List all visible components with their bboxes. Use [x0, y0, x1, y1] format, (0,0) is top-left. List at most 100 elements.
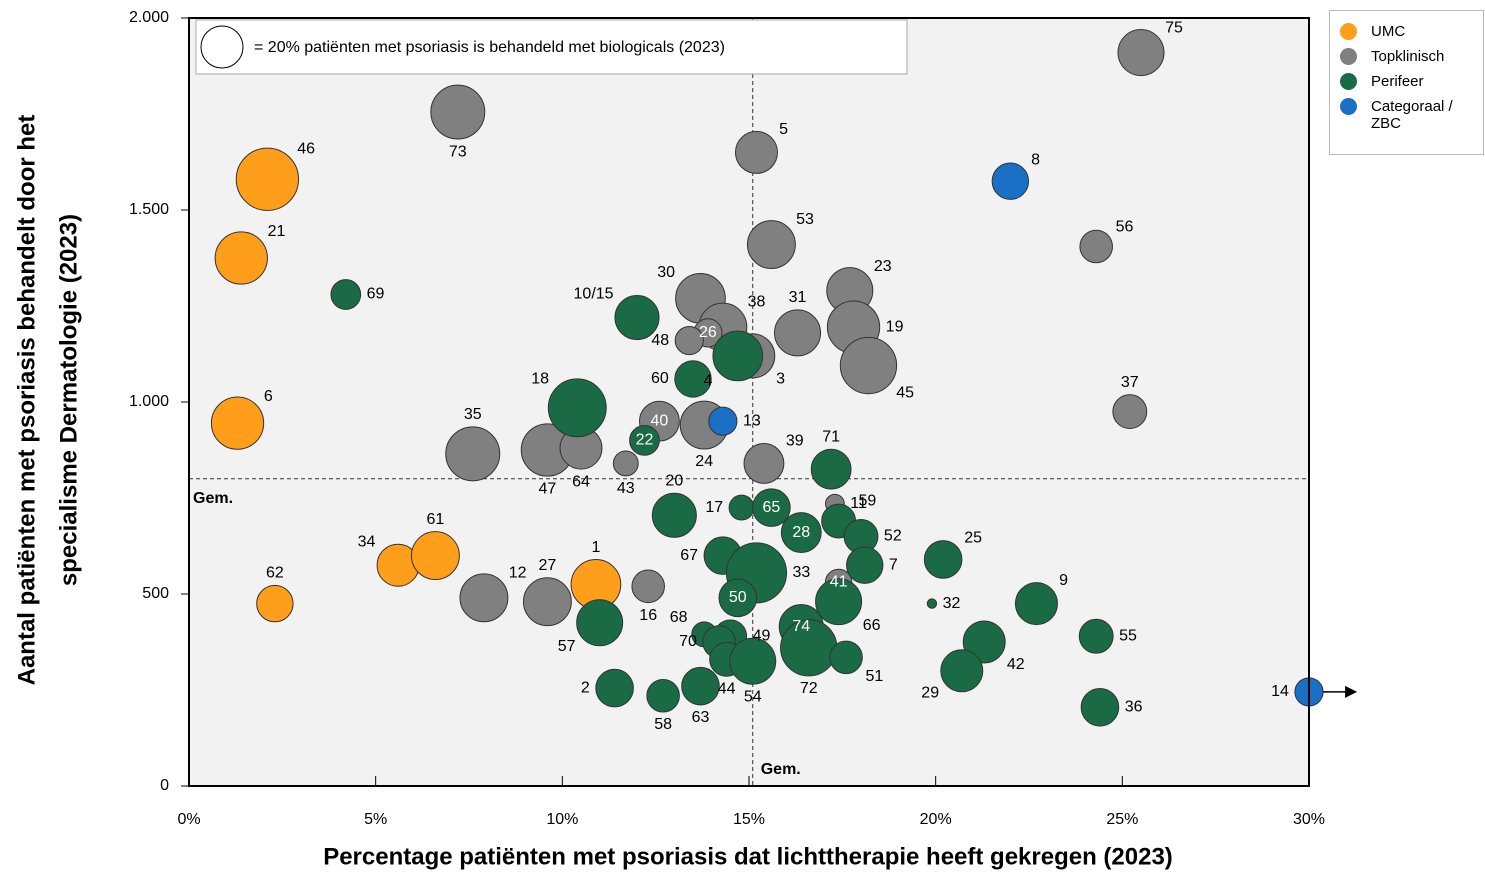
- bubble-label: 14: [1271, 683, 1289, 700]
- legend-item: UMC: [1340, 23, 1483, 40]
- bubble-label: 24: [695, 453, 713, 470]
- bubble-label: 25: [964, 530, 982, 547]
- bubble: [743, 443, 785, 484]
- bubble: [708, 406, 738, 436]
- bubble: [829, 640, 863, 675]
- average-label: Gem.: [761, 761, 801, 778]
- bubble: [674, 360, 712, 398]
- bubble-label: 42: [1007, 656, 1025, 673]
- bubble-label: 39: [786, 433, 804, 450]
- y-tick-label: 1.500: [129, 201, 169, 218]
- bubble-label: 31: [789, 289, 807, 306]
- bubble: [962, 620, 1006, 664]
- y-tick-label: 0: [160, 777, 169, 794]
- bubble-label: 1: [591, 539, 600, 556]
- bubble: [631, 569, 665, 604]
- bubble: [1117, 29, 1165, 77]
- bubble: [410, 531, 460, 581]
- bubble-label: 4: [704, 373, 713, 390]
- bubble-label: 12: [509, 564, 527, 581]
- bubble-label: 6: [264, 388, 273, 405]
- bubble: [214, 231, 268, 285]
- bubble-label: 45: [896, 384, 914, 401]
- size-legend-circle: [200, 25, 244, 69]
- y-tick-label: 500: [142, 585, 169, 602]
- bubble-label: 52: [884, 528, 902, 545]
- bubble: [1078, 618, 1114, 654]
- average-label: Gem.: [193, 490, 233, 507]
- bubble-label: 17: [705, 499, 723, 516]
- bubble-label: 46: [297, 141, 315, 158]
- bubble-label: 74: [792, 618, 810, 635]
- bubble-label: 58: [654, 716, 672, 733]
- y-axis-title: specialisme Dermatologie (2023): [55, 214, 82, 586]
- bubble: [1080, 687, 1120, 727]
- bubble-label: 70: [679, 633, 697, 650]
- bubble: [734, 130, 778, 174]
- bubble: [729, 637, 777, 685]
- bubble: [923, 540, 963, 579]
- bubble: [991, 162, 1030, 200]
- bubble: [547, 378, 607, 438]
- bubble-label: 68: [670, 609, 688, 626]
- bubble: [595, 668, 634, 708]
- x-tick-label: 30%: [1293, 811, 1325, 828]
- bubble-label: 72: [800, 680, 818, 697]
- bubble: [614, 294, 660, 341]
- overflow-arrow-head: [1345, 685, 1358, 698]
- legend: UMC Topklinisch Perifeer Categoraal / ZBC: [1329, 10, 1484, 155]
- bubble-label: 63: [692, 709, 710, 726]
- legend-swatch: [1340, 48, 1357, 65]
- bubble-label: 10/15: [574, 285, 614, 302]
- bubble-label: 29: [921, 685, 939, 702]
- bubble-label: 50: [729, 589, 747, 606]
- bubble: [612, 450, 639, 477]
- bubble: [576, 599, 624, 647]
- bubble: [746, 220, 796, 270]
- bubble: [646, 678, 680, 713]
- bubble-label: 32: [943, 595, 961, 612]
- legend-item: Topklinisch: [1340, 48, 1483, 65]
- x-axis-title: Percentage patiënten met psoriasis dat l…: [323, 843, 1173, 870]
- bubble-label: 30: [657, 264, 675, 281]
- bubble-label: 38: [748, 294, 766, 311]
- bubble-label: 48: [651, 332, 669, 349]
- bubble: [780, 512, 822, 553]
- bubble: [728, 494, 755, 521]
- bubble: [1079, 229, 1113, 264]
- bubble: [445, 426, 501, 482]
- bubble-label: 37: [1121, 374, 1139, 391]
- bubble: [681, 666, 720, 706]
- bubble-label: 54: [744, 688, 762, 705]
- bubble-label: 57: [558, 638, 576, 655]
- bubble-label: 44: [718, 680, 736, 697]
- legend-item: Categoraal / ZBC: [1340, 98, 1483, 132]
- bubble-label: 73: [449, 143, 467, 160]
- bubble-label: 66: [863, 617, 881, 634]
- bubble-label: 21: [268, 223, 286, 240]
- y-tick-label: 1.000: [129, 393, 169, 410]
- bubble-label: 27: [539, 557, 557, 574]
- bubble-label: 41: [830, 574, 848, 591]
- bubble: [1014, 582, 1058, 626]
- bubble-label: 11: [850, 495, 867, 512]
- bubble: [810, 448, 852, 490]
- y-tick-label: 2.000: [129, 9, 169, 26]
- bubble-label: 34: [358, 534, 376, 551]
- bubble-label: 71: [822, 428, 840, 445]
- bubble: [1112, 394, 1148, 430]
- legend-item: Perifeer: [1340, 73, 1483, 90]
- bubble-label: 51: [865, 668, 883, 685]
- y-axis-title: Aantal patiënten met psoriasis behandelt…: [13, 115, 40, 686]
- bubble-label: 47: [539, 480, 557, 497]
- bubble-label: 75: [1165, 20, 1183, 37]
- legend-swatch: [1340, 23, 1357, 40]
- legend-label: Categoraal / ZBC: [1371, 98, 1453, 132]
- bubble-label: 64: [572, 473, 590, 490]
- x-tick-label: 15%: [733, 811, 765, 828]
- bubble: [459, 573, 509, 623]
- x-tick-label: 20%: [920, 811, 952, 828]
- bubble: [712, 330, 764, 382]
- bubble: [940, 649, 984, 693]
